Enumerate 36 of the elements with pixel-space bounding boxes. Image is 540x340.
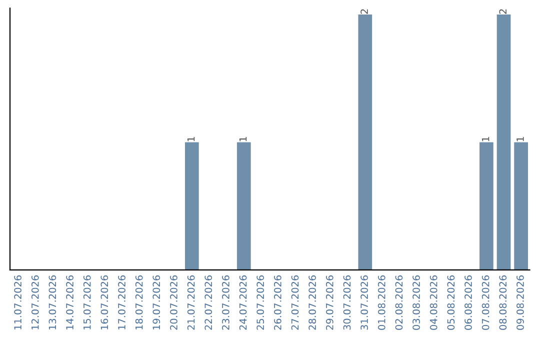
x-tick-label: 14.07.2026 (66, 275, 74, 330)
x-tick-label: 24.07.2026 (239, 275, 247, 330)
x-tick-label: 06.08.2026 (464, 275, 472, 330)
x-tick-label: 29.07.2026 (326, 275, 334, 330)
x-tick-label: 13.07.2026 (48, 275, 56, 330)
x-tick-label: 25.07.2026 (256, 275, 264, 330)
x-tick-label: 18.07.2026 (135, 275, 143, 330)
data-label: 1 (482, 136, 490, 142)
x-tick-label: 16.07.2026 (100, 275, 108, 330)
x-tick-label: 27.07.2026 (291, 275, 299, 330)
x-tick-label: 23.07.2026 (222, 275, 230, 330)
x-tick-label: 19.07.2026 (152, 275, 160, 330)
x-tick-label: 17.07.2026 (118, 275, 126, 330)
x-tick-label: 01.08.2026 (378, 275, 386, 330)
x-tick-label: 31.07.2026 (360, 275, 368, 330)
x-tick-label: 05.08.2026 (447, 275, 455, 330)
x-tick-label: 21.07.2026 (187, 275, 195, 330)
x-tick-label: 28.07.2026 (308, 275, 316, 330)
x-tick-label: 08.08.2026 (499, 275, 507, 330)
x-tick-label: 07.08.2026 (482, 275, 490, 330)
x-tick-label: 26.07.2026 (274, 275, 282, 330)
x-tick-label: 22.07.2026 (204, 275, 212, 330)
x-tick-label: 09.08.2026 (516, 275, 524, 330)
data-label: 1 (187, 136, 195, 142)
x-tick-label: 11.07.2026 (14, 275, 22, 330)
data-label: 2 (499, 9, 506, 14)
data-label: 1 (516, 136, 524, 142)
x-tick-label: 02.08.2026 (395, 275, 403, 330)
x-tick-label: 15.07.2026 (83, 275, 91, 330)
data-label: 2 (360, 9, 368, 14)
x-tick-label: 30.07.2026 (343, 275, 351, 330)
x-tick-label: 04.08.2026 (430, 275, 438, 330)
data-label: 1 (239, 136, 247, 142)
x-tick-label: 12.07.2026 (31, 275, 39, 330)
x-tick-label: 03.08.2026 (412, 275, 420, 330)
x-tick-label: 20.07.2026 (170, 275, 178, 330)
